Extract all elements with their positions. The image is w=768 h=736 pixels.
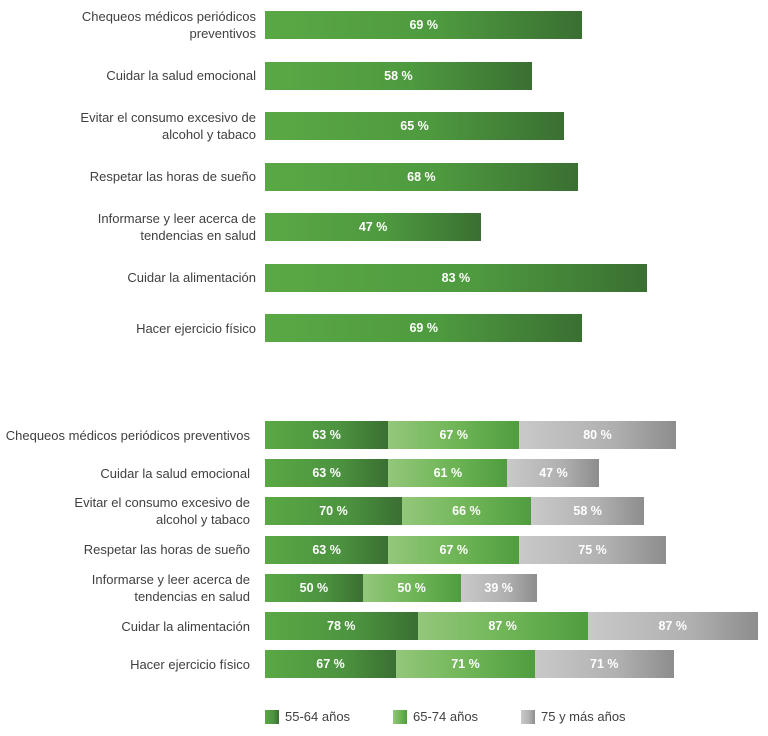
legend-item: 75 y más años	[521, 709, 626, 724]
category-label: Chequeos médicos periódicos preventivos	[81, 9, 256, 41]
legend-label: 55-64 años	[285, 709, 351, 724]
bar: 65 %	[265, 112, 564, 140]
bar-segment: 71 %	[534, 650, 674, 679]
legend-label: 65-74 años	[413, 709, 479, 724]
bar-segment: 67 %	[388, 421, 520, 449]
category-label: Evitar el consumo excesivo de alcohol y …	[74, 495, 250, 528]
bar-segment: 50 %	[265, 573, 363, 602]
bar-segment: 63 %	[265, 535, 389, 564]
bar-segment: 71 %	[396, 650, 535, 679]
bar-segment: 61 %	[388, 459, 508, 488]
legend-swatch	[265, 709, 279, 724]
bar-segment: 50 %	[362, 573, 461, 602]
bar-segment: 63 %	[265, 421, 389, 449]
bar-segment: 67 %	[388, 535, 520, 564]
legend-label: 75 y más años	[541, 709, 626, 724]
bar-segment: 63 %	[265, 459, 389, 488]
category-label: Hacer ejercicio físico	[130, 656, 250, 672]
bar-segment: 80 %	[519, 421, 676, 449]
bar-segment: 70 %	[265, 497, 402, 526]
legend-item: 55-64 años	[265, 709, 350, 724]
category-label: Cuidar la alimentación	[127, 270, 256, 285]
bar-segment: 75 %	[519, 535, 666, 564]
category-label: Chequeos médicos periódicos preventivos	[5, 427, 250, 443]
bar-segment: 66 %	[401, 497, 531, 526]
category-label: Cuidar la alimentación	[121, 618, 250, 634]
bar-segment: 67 %	[265, 650, 397, 679]
legend-swatch	[521, 709, 535, 724]
bar: 47 %	[265, 213, 482, 241]
category-label: Hacer ejercicio físico	[136, 320, 256, 336]
bar-segment: 87 %	[417, 612, 588, 640]
bar-segment: 58 %	[530, 497, 645, 526]
category-label: Respetar las horas de sueño	[83, 542, 250, 558]
category-label: Informarse y leer acerca de tendencias e…	[91, 571, 250, 604]
category-label: Cuidar la salud emocional	[106, 68, 256, 83]
bar-segment: 39 %	[460, 573, 537, 602]
bar-segment: 87 %	[587, 612, 758, 640]
bar: 58 %	[265, 61, 532, 90]
bar: 68 %	[265, 162, 578, 191]
bar-segment: 47 %	[507, 459, 600, 488]
legend-item: 65-74 años	[393, 709, 478, 724]
bar: 69 %	[265, 11, 583, 39]
category-label: Evitar el consumo excesivo de alcohol y …	[80, 110, 256, 142]
bar: 83 %	[265, 263, 647, 292]
category-label: Cuidar la salud emocional	[100, 465, 250, 481]
legend-swatch	[393, 709, 407, 724]
category-label: Respetar las horas de sueño	[89, 169, 256, 184]
category-label: Informarse y leer acerca de tendencias e…	[97, 211, 256, 243]
bar: 69 %	[265, 314, 583, 342]
bar-segment: 78 %	[265, 612, 418, 640]
